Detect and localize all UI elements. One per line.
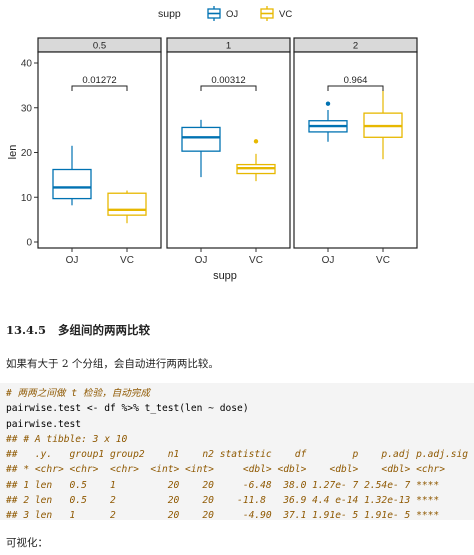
- legend-key-vc: [260, 6, 274, 21]
- code-line: ## # A tibble: 3 x 10: [6, 433, 128, 445]
- code-block: # 两两之间做 t 检验，自动完成 pairwise.test <- df %>%…: [0, 383, 474, 522]
- panel-frame: [293, 51, 418, 249]
- code-line: ## 2 len 0.5 2 20 20 -11.8 36.9 4.4 e-14…: [6, 495, 440, 507]
- legend-key-oj: [207, 6, 221, 21]
- section-number: 13.4.5: [6, 323, 47, 337]
- code-line: pairwise.test <- df %>% t_test(len ~ dos…: [6, 403, 249, 415]
- facet-panel-2: 2 0.964 OJ VC: [293, 37, 418, 266]
- bracket-p-value: 0.01272: [82, 75, 116, 86]
- code-line: pairwise.test: [6, 418, 82, 430]
- y-tick-label: 0: [26, 238, 32, 249]
- box-oj: [181, 119, 221, 178]
- legend-title: supp: [158, 8, 181, 20]
- box-oj: [308, 101, 348, 142]
- y-axis-label: len: [7, 145, 19, 160]
- significance-bracket: 0.964: [327, 75, 384, 91]
- x-tick-label: VC: [120, 255, 134, 266]
- facet-strip-label: 1: [226, 41, 231, 52]
- bracket-p-value: 0.00312: [211, 75, 245, 86]
- code-line: ## 1 len 0.5 1 20 20 -6.48 38.0 1.27e- 7…: [6, 479, 440, 491]
- legend-label-vc: VC: [279, 9, 292, 20]
- box-vc: [107, 190, 147, 224]
- facet-strip-label: 2: [353, 41, 358, 52]
- footer-text: 可视化：: [6, 537, 48, 549]
- code-line: ## .y. group1 group2 n1 n2 statistic df …: [6, 449, 468, 461]
- bracket-p-value: 0.964: [344, 75, 368, 86]
- significance-bracket: 0.00312: [200, 75, 257, 91]
- box-vc: [363, 90, 403, 160]
- outlier-point: [325, 101, 331, 106]
- x-axis-label: supp: [213, 270, 237, 282]
- facet-panels: 0.5 0.01272 OJ VC 1 0.00312 OJ VC 2 0.964 OJ VC: [37, 37, 418, 266]
- y-axis: 0 10 20 30 40: [21, 59, 38, 249]
- facet-panel-1: 1 0.00312 OJ VC: [166, 37, 291, 266]
- box-oj: [52, 145, 92, 206]
- box-iqr: [107, 192, 147, 216]
- x-tick-label: OJ: [195, 255, 208, 266]
- outlier-point: [253, 139, 259, 144]
- code-line: ## 3 len 1 2 20 20 -4.90 37.1 1.91e- 5 1…: [6, 510, 440, 522]
- paragraph: 如果有大于 2 个分组，会自动进行两两比较。: [6, 358, 219, 370]
- y-tick-label: 10: [21, 193, 33, 204]
- significance-bracket: 0.01272: [71, 75, 128, 91]
- bracket-line: [71, 85, 128, 91]
- section-heading: 13.4.5 多组间的两两比较: [6, 322, 150, 338]
- facet-strip-label: 0.5: [93, 41, 106, 52]
- boxplot-figure: supp OJ VC 0 10 20 30 40 0.5 0.01272 OJ VC 1 0.0031…: [7, 6, 418, 282]
- bracket-line: [327, 85, 384, 91]
- y-tick-label: 20: [21, 148, 33, 159]
- x-tick-label: VC: [376, 255, 390, 266]
- legend-label-oj: OJ: [226, 9, 238, 20]
- bracket-line: [200, 85, 257, 91]
- legend: supp OJ VC: [158, 6, 292, 21]
- y-tick-label: 40: [21, 59, 33, 70]
- y-tick-label: 30: [21, 103, 33, 114]
- box-iqr: [52, 168, 92, 200]
- x-tick-label: VC: [249, 255, 263, 266]
- code-line: ## * <chr> <chr> <chr> <int> <int> <dbl>…: [6, 464, 445, 476]
- code-line: # 两两之间做 t 检验，自动完成: [6, 388, 151, 399]
- box-vc: [236, 139, 276, 182]
- facet-panel-0: 0.5 0.01272 OJ VC: [37, 37, 162, 266]
- box-iqr: [181, 126, 221, 152]
- section-title: 多组间的两两比较: [58, 323, 151, 337]
- x-tick-label: OJ: [66, 255, 79, 266]
- x-tick-label: OJ: [322, 255, 335, 266]
